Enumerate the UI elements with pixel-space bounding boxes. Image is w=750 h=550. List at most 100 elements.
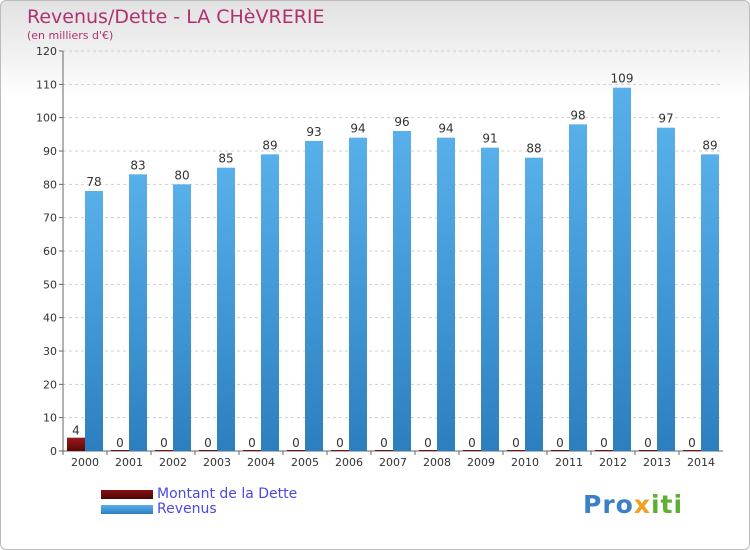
y-tick-label: 30 [43,345,57,358]
x-tick-label: 2000 [71,456,99,469]
data-label-revenus: 97 [658,112,673,126]
bar-dette [111,450,129,451]
legend-swatch-revenus [101,505,153,514]
bar-dette [683,450,701,451]
data-labels: 4 78 0 83 0 80 0 85 0 89 0 93 0 94 0 96 0 94 0 91 0 88 0 98 0 109… [72,72,717,450]
bar-revenus [173,184,191,452]
data-label-dette: 0 [600,436,608,450]
data-label-dette: 0 [380,436,388,450]
data-label-dette: 0 [292,436,300,450]
y-tick-label: 70 [43,212,57,225]
data-label-revenus: 85 [218,152,233,166]
y-tick-label: 20 [43,378,57,391]
y-tick-label: 40 [43,312,57,325]
x-tick-label: 2003 [203,456,231,469]
data-label-revenus: 98 [570,108,585,122]
bar-dette [595,450,613,451]
bar-revenus [393,131,411,451]
x-tick-label: 2005 [291,456,319,469]
bar-dette [419,450,437,451]
x-tick-label: 2001 [115,456,143,469]
data-label-revenus: 96 [394,115,409,129]
data-label-dette: 0 [204,436,212,450]
y-tick-label: 100 [36,112,57,125]
x-tick-label: 2004 [247,456,275,469]
y-tick-label: 90 [43,145,57,158]
y-tick-label: 110 [36,78,57,91]
bar-revenus [305,141,323,451]
data-label-revenus: 80 [174,168,189,182]
data-label-dette: 0 [116,436,124,450]
data-label-dette: 0 [336,436,344,450]
logo-part-3: iti [650,490,684,519]
bar-revenus [85,191,103,451]
bar-revenus [613,87,631,452]
data-label-dette: 0 [248,436,256,450]
logo-part-1: Pro [583,490,634,519]
y-tick-label: 0 [50,445,57,458]
bar-dette [463,450,481,451]
chart-subtitle: (en milliers d'€) [27,29,114,42]
y-tick-label: 80 [43,178,57,191]
x-tick-label: 2002 [159,456,187,469]
data-label-revenus: 94 [438,122,453,136]
chart-title: Revenus/Dette - LA CHèVRERIE [27,6,325,28]
y-tick-label: 10 [43,412,57,425]
x-tick-label: 2011 [555,456,583,469]
bar-revenus [261,154,279,452]
bar-revenus [701,154,719,452]
proxiti-logo: Proxiti [583,490,683,519]
data-label-dette: 0 [468,436,476,450]
data-label-dette: 0 [556,436,564,450]
data-label-dette: 0 [688,436,696,450]
bar-dette [155,450,173,451]
x-tick-label: 2010 [511,456,539,469]
bar-dette [67,437,85,451]
bar-revenus [129,174,147,452]
data-label-revenus: 78 [86,175,101,189]
y-tick-label: 50 [43,278,57,291]
data-label-revenus: 89 [262,138,277,152]
data-label-dette: 0 [644,436,652,450]
logo-part-2: x [633,490,651,519]
data-label-dette: 4 [72,424,80,438]
x-tick-label: 2014 [687,456,715,469]
data-label-dette: 0 [512,436,520,450]
data-label-revenus: 83 [130,158,145,172]
legend-label-dette: Montant de la Dette [157,486,298,502]
data-label-revenus: 94 [350,122,365,136]
data-label-dette: 0 [424,436,432,450]
legend-swatch-dette [101,490,153,499]
bar-dette [287,450,305,451]
bar-dette [507,450,525,451]
bar-revenus [217,167,235,451]
bar-revenus [569,124,587,451]
bar-dette [199,450,217,451]
y-tick-label: 120 [36,45,57,58]
data-label-revenus: 109 [611,72,634,86]
data-label-revenus: 88 [526,142,541,156]
bar-dette [331,450,349,451]
data-label-revenus: 89 [702,138,717,152]
bar-dette [551,450,569,451]
x-tick-label: 2007 [379,456,407,469]
x-tick-label: 2009 [467,456,495,469]
bars [67,87,719,452]
bar-dette [375,450,393,451]
data-label-revenus: 91 [482,132,497,146]
data-label-dette: 0 [160,436,168,450]
bar-dette [639,450,657,451]
bar-revenus [349,137,367,451]
data-label-revenus: 93 [306,125,321,139]
bar-revenus [525,157,543,451]
x-tick-label: 2012 [599,456,627,469]
bar-revenus [481,147,499,451]
x-tick-label: 2006 [335,456,363,469]
bar-dette [243,450,261,451]
legend-label-revenus: Revenus [157,501,217,517]
y-tick-label: 60 [43,245,57,258]
x-tick-label: 2008 [423,456,451,469]
bar-revenus [437,137,455,451]
